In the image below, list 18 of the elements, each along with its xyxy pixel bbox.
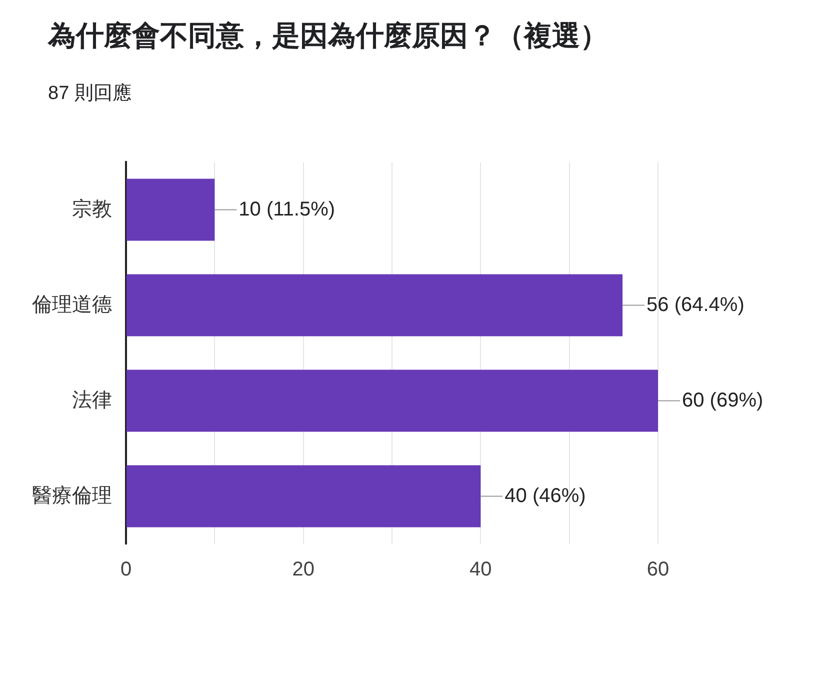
bar	[126, 370, 658, 432]
x-tick-label: 20	[292, 558, 314, 581]
y-tick-label: 醫療倫理	[32, 484, 112, 507]
data-label: 60 (69%)	[682, 389, 764, 412]
y-tick-label: 法律	[72, 389, 112, 412]
x-tick-label: 0	[120, 558, 132, 581]
y-tick-label: 宗教	[72, 197, 112, 220]
data-label: 10 (11.5%)	[238, 198, 336, 220]
chart-title: 為什麼會不同意，是因為什麼原因？（複選）	[48, 19, 608, 53]
x-tick-label: 60	[646, 558, 670, 581]
y-tick-label: 倫理道德	[31, 294, 112, 316]
bar	[126, 465, 481, 528]
bar	[126, 274, 623, 336]
data-label: 40 (46%)	[504, 484, 586, 507]
chart-subtitle: 87 則回應	[48, 82, 132, 106]
bar	[126, 178, 215, 241]
data-label: 56 (64.4%)	[646, 294, 744, 316]
x-tick-label: 40	[470, 558, 492, 581]
